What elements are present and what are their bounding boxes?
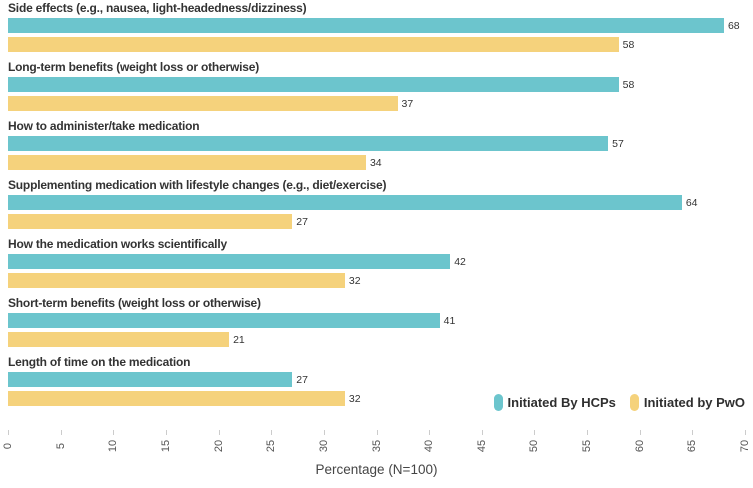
tick-label: 50 [528,439,541,453]
bar-value-label: 27 [296,215,308,228]
tick-mark [639,430,641,435]
bar-groups: Side effects (e.g., nausea, light-headed… [8,2,745,415]
bar-row: 68 [8,18,745,33]
tick-label: 10 [107,439,120,453]
tick-mark [323,430,325,435]
bar-pwo [8,332,230,347]
tick-mark [429,430,431,435]
bar-value-label: 27 [296,373,308,386]
tick-label: 0 [2,442,14,450]
tick-mark [165,430,167,435]
tick-mark [60,430,62,435]
category-group: Side effects (e.g., nausea, light-headed… [8,2,745,52]
tick-mark [218,430,220,435]
bar-value-label: 57 [612,137,624,150]
bar-value-label: 58 [622,38,635,51]
tick-label: 65 [686,439,699,453]
category-label: Supplementing medication with lifestyle … [8,178,387,192]
category-label: How to administer/take medication [8,119,200,133]
bar-row: 57 [8,136,745,151]
bar-value-label: 68 [727,19,740,32]
bar-hcp [8,136,609,151]
tick-label: 40 [423,439,436,453]
bar-value-label: 41 [443,314,456,327]
bar-pwo [8,391,345,406]
bar-row: 58 [8,37,745,52]
bar-row: 32 [8,391,745,406]
bar-row: 27 [8,214,745,229]
bar-value-label: 64 [685,196,698,209]
bar-value-label: 37 [401,97,414,110]
bar-hcp [8,77,619,92]
bar-row: 37 [8,96,745,111]
bar-row: 41 [8,313,745,328]
x-axis: 0 5 10 15 20 25 30 35 40 45 50 55 60 65 70 [2,430,751,470]
bar-value-label: 34 [369,156,382,169]
tick-label: 5 [54,442,67,450]
tick-label: 20 [212,439,225,453]
legend-item-hcps: Initiated By HCPs [493,394,616,411]
tick-mark [745,430,746,435]
tick-label: 25 [265,439,278,453]
category-group: How the medication works scientifically 4… [8,238,745,288]
tick-mark [534,430,536,435]
bar-pwo [8,155,366,170]
category-label: How the medication works scientifically [8,237,227,251]
bar-pwo [8,37,619,52]
category-label: Long-term benefits (weight loss or other… [8,60,260,74]
bar-pwo [8,96,398,111]
tick-label: 45 [475,439,488,453]
tick-mark [8,430,9,435]
legend-item-pwo: Initiated by PwO [629,394,745,411]
bar-row: 34 [8,155,745,170]
bar-hcp [8,254,451,269]
legend-swatch-icon [493,394,503,411]
bar-value-label: 42 [454,255,466,268]
legend-label: Initiated By HCPs [507,395,616,410]
category-group: How to administer/take medication 57 34 [8,120,745,170]
bar-hcp [8,372,293,387]
bar-row: 32 [8,273,745,288]
category-group: Short-term benefits (weight loss or othe… [8,297,745,347]
tick-mark [587,430,589,435]
category-group: Long-term benefits (weight loss or other… [8,61,745,111]
bar-value-label: 32 [348,392,361,405]
bar-value-label: 21 [233,333,245,346]
bar-hcp [8,18,724,33]
bar-pwo [8,214,293,229]
tick-label: 70 [739,439,751,453]
bar-hcp [8,313,440,328]
legend: Initiated By HCPs Initiated by PwO [493,394,745,411]
category-label: Side effects (e.g., nausea, light-headed… [8,1,307,15]
tick-label: 30 [317,439,330,453]
tick-label: 15 [159,439,172,453]
tick-mark [271,430,273,435]
x-axis-title: Percentage (N=100) [315,462,438,477]
tick-mark [113,430,115,435]
bar-row: 58 [8,77,745,92]
bar-value-label: 58 [622,78,635,91]
category-group: Length of time on the medication 27 32 [8,356,745,406]
tick-label: 35 [370,439,383,453]
tick-label: 55 [581,439,594,453]
bar-row: 64 [8,195,745,210]
bar-pwo [8,273,345,288]
bar-row: 21 [8,332,745,347]
category-label: Short-term benefits (weight loss or othe… [8,296,261,310]
tick-mark [376,430,378,435]
legend-label: Initiated by PwO [643,395,745,410]
tick-mark [692,430,694,435]
bar-value-label: 32 [348,274,361,287]
bar-row: 27 [8,372,745,387]
category-label: Length of time on the medication [8,355,191,369]
bar-hcp [8,195,682,210]
category-group: Supplementing medication with lifestyle … [8,179,745,229]
legend-swatch-icon [629,394,639,411]
tick-label: 60 [633,439,646,453]
bar-row: 42 [8,254,745,269]
tick-mark [481,430,483,435]
